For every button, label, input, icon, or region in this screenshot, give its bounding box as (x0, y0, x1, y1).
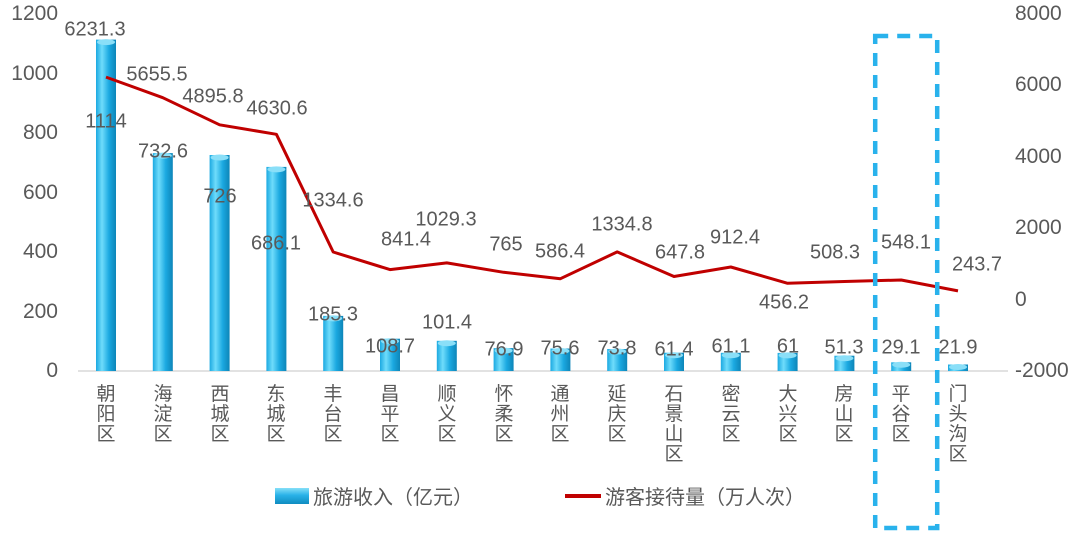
bar-cap (665, 352, 683, 359)
bar-value-label: 76.9 (484, 338, 524, 361)
line-value-label: 1334.8 (591, 213, 653, 236)
highlight-box (872, 33, 940, 531)
bar-value-label: 73.8 (597, 337, 637, 360)
bar-cap (381, 338, 399, 345)
visitors-line (105, 75, 959, 293)
line-value-label: 841.4 (380, 228, 432, 251)
x-axis-label: 门头沟区 (948, 384, 968, 465)
left-axis-tick: 0 (46, 359, 58, 382)
x-axis-label: 昌平区 (380, 384, 400, 445)
left-axis-tick: 1000 (11, 62, 58, 85)
x-axis-label: 大兴区 (778, 384, 798, 445)
line-value-label: 548.1 (880, 231, 932, 254)
line-value-label: 647.8 (654, 241, 706, 264)
bar-value-label: 21.9 (938, 336, 978, 359)
left-axis-tick: 600 (22, 181, 58, 204)
bar (380, 338, 400, 371)
x-axis-label: 海淀区 (153, 384, 173, 445)
line-value-label: 243.7 (951, 253, 1003, 276)
legend-revenue-label: 旅游收入（亿元） (313, 487, 473, 509)
x-axis-label: 密云区 (721, 384, 741, 445)
bar-cap (551, 348, 570, 354)
bar-value-label: 29.1 (881, 336, 921, 359)
x-axis-label: 石景山区 (664, 384, 684, 465)
legend-visitors-label: 游客接待量（万人次） (605, 487, 805, 509)
line-value-label: 1029.3 (415, 208, 477, 231)
bar-cap (97, 39, 115, 46)
bar-cap (778, 352, 797, 359)
left-axis-tick: 800 (22, 121, 58, 144)
line-value-label: 456.2 (758, 291, 810, 314)
legend: 旅游收入（亿元） 游客接待量（万人次） (0, 481, 1080, 510)
bar-value-label: 732.6 (137, 140, 189, 163)
bar-swatch-icon (275, 487, 309, 504)
bar-cap (437, 340, 456, 347)
left-axis-tick: 1200 (11, 2, 58, 25)
bar-value-label: 61 (776, 335, 800, 358)
line-value-label: 4630.6 (246, 97, 308, 120)
right-axis-tick: 6000 (1015, 73, 1062, 96)
left-axis-tick: 400 (22, 240, 58, 263)
bar-value-label: 686.1 (250, 232, 302, 255)
bar-value-label: 51.3 (824, 336, 864, 359)
bar (152, 153, 173, 371)
bar (493, 348, 514, 371)
x-axis-label: 延庆区 (607, 384, 627, 445)
bar (266, 166, 287, 371)
bar (607, 349, 628, 371)
line-value-label: 586.4 (534, 240, 586, 263)
bar-value-label: 726 (203, 185, 237, 208)
bar-cap (835, 355, 854, 362)
bar-value-label: 108.7 (364, 335, 416, 358)
bar (323, 315, 344, 371)
x-axis-label: 房山区 (834, 384, 854, 445)
x-axis-label: 丰台区 (323, 384, 343, 445)
right-axis-tick: 2000 (1015, 216, 1062, 239)
right-axis-tick: -2000 (1015, 359, 1069, 382)
x-axis-label: 朝阳区 (96, 384, 116, 445)
bar (209, 155, 230, 371)
x-axis-label: 西城区 (210, 384, 230, 445)
line-value-label: 765 (489, 233, 523, 256)
bar-value-label: 61.1 (711, 335, 751, 358)
bar-cap (721, 352, 740, 359)
legend-item-visitors: 游客接待量（万人次） (565, 481, 805, 510)
x-axis-label: 平谷区 (891, 384, 911, 445)
bar-value-label: 185.3 (307, 303, 359, 326)
x-axis-label: 顺义区 (437, 384, 457, 445)
bar-cap (324, 315, 343, 322)
bar (96, 39, 116, 371)
bar-value-label: 101.4 (421, 311, 473, 334)
bar-value-label: 61.4 (654, 338, 694, 361)
bar-cap (949, 364, 967, 370)
line-value-label: 912.4 (709, 226, 761, 249)
right-axis-tick: 8000 (1015, 2, 1062, 25)
bar-cap (153, 152, 172, 159)
right-axis-tick: 0 (1015, 288, 1027, 311)
right-axis-tick: 4000 (1015, 145, 1062, 168)
bar-cap (494, 347, 513, 354)
x-axis-label: 东城区 (266, 384, 286, 445)
line-value-label: 5655.5 (126, 63, 188, 86)
bar-value-label: 75.6 (540, 337, 580, 360)
line-value-label: 508.3 (809, 241, 861, 264)
left-axis-tick: 200 (22, 300, 58, 323)
bar-value-label: 1114 (85, 110, 127, 133)
bar-cap (210, 154, 229, 161)
line-value-label: 6231.3 (64, 18, 126, 41)
bar-cap (267, 166, 286, 173)
bar (436, 340, 457, 371)
legend-item-revenue: 旅游收入（亿元） (275, 481, 473, 510)
line-value-label: 4895.8 (182, 85, 244, 108)
bar-cap (608, 348, 627, 355)
bar-cap (892, 361, 911, 368)
bar (550, 348, 571, 371)
line-swatch-icon (565, 493, 601, 498)
x-axis-label: 怀柔区 (494, 384, 514, 445)
line-value-label: 1334.6 (302, 189, 364, 212)
x-axis-label: 通州区 (550, 384, 570, 445)
